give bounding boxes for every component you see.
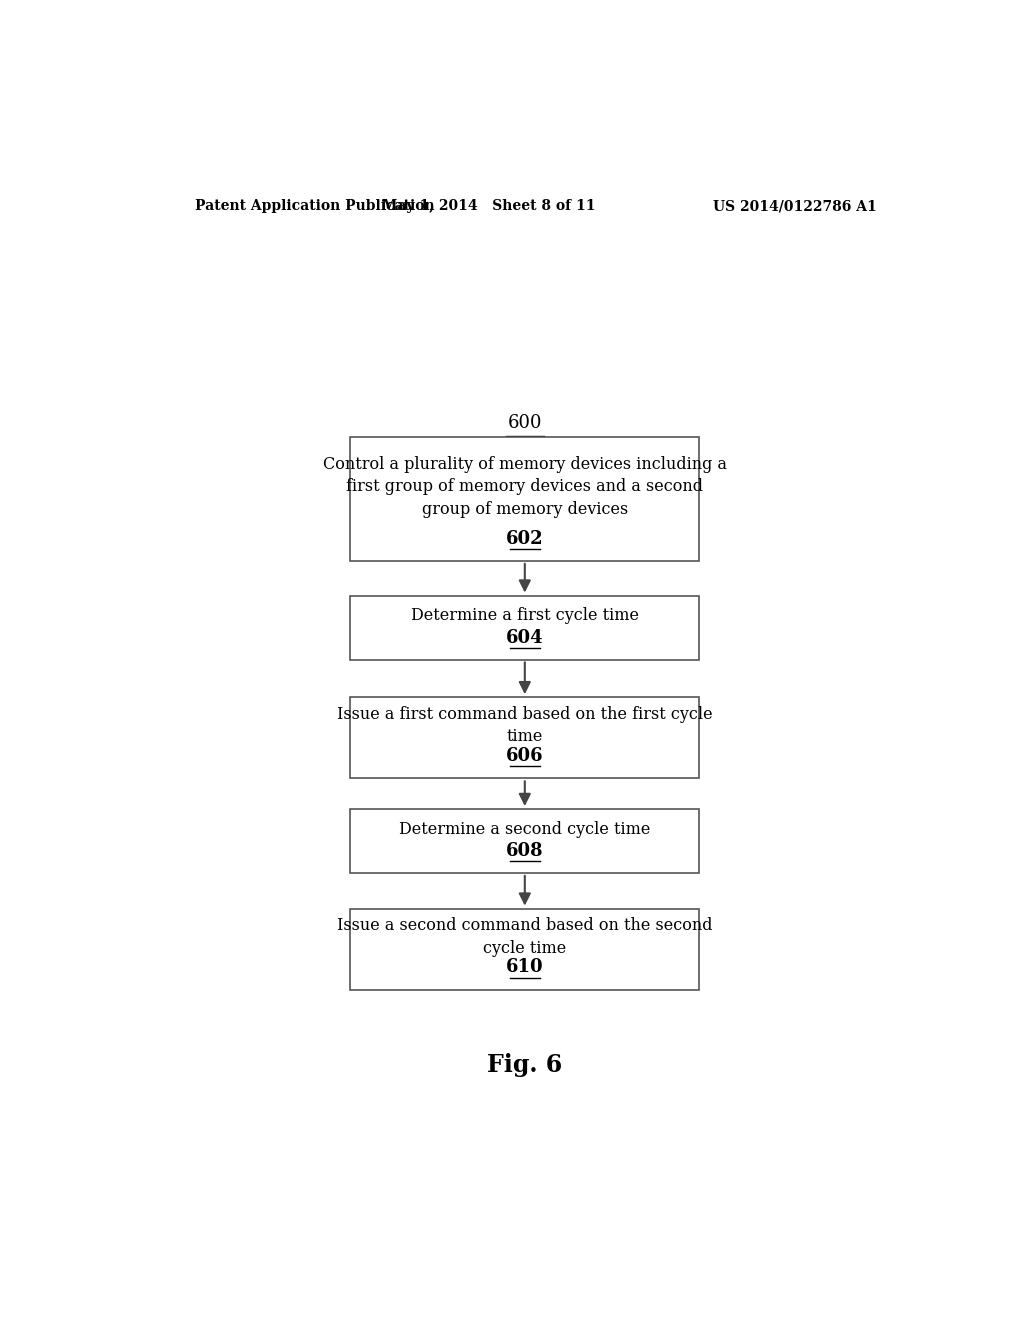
Text: Control a plurality of memory devices including a: Control a plurality of memory devices in… [323, 455, 727, 473]
Text: first group of memory devices and a second: first group of memory devices and a seco… [346, 478, 703, 495]
Text: Determine a second cycle time: Determine a second cycle time [399, 821, 650, 838]
Text: 608: 608 [506, 842, 544, 861]
Text: time: time [507, 729, 543, 746]
Text: Patent Application Publication: Patent Application Publication [196, 199, 435, 213]
Text: Fig. 6: Fig. 6 [487, 1053, 562, 1077]
Text: Issue a second command based on the second: Issue a second command based on the seco… [337, 917, 713, 935]
Text: 602: 602 [506, 529, 544, 548]
Text: Issue a first command based on the first cycle: Issue a first command based on the first… [337, 706, 713, 723]
Text: May 1, 2014   Sheet 8 of 11: May 1, 2014 Sheet 8 of 11 [382, 199, 596, 213]
Text: 610: 610 [506, 958, 544, 977]
Text: Determine a first cycle time: Determine a first cycle time [411, 607, 639, 624]
Text: US 2014/0122786 A1: US 2014/0122786 A1 [713, 199, 877, 213]
Text: 600: 600 [508, 413, 542, 432]
Text: 604: 604 [506, 628, 544, 647]
FancyBboxPatch shape [350, 697, 699, 779]
Text: 606: 606 [506, 747, 544, 766]
Text: group of memory devices: group of memory devices [422, 500, 628, 517]
FancyBboxPatch shape [350, 908, 699, 990]
Text: cycle time: cycle time [483, 940, 566, 957]
FancyBboxPatch shape [350, 437, 699, 561]
FancyBboxPatch shape [350, 809, 699, 874]
FancyBboxPatch shape [350, 595, 699, 660]
